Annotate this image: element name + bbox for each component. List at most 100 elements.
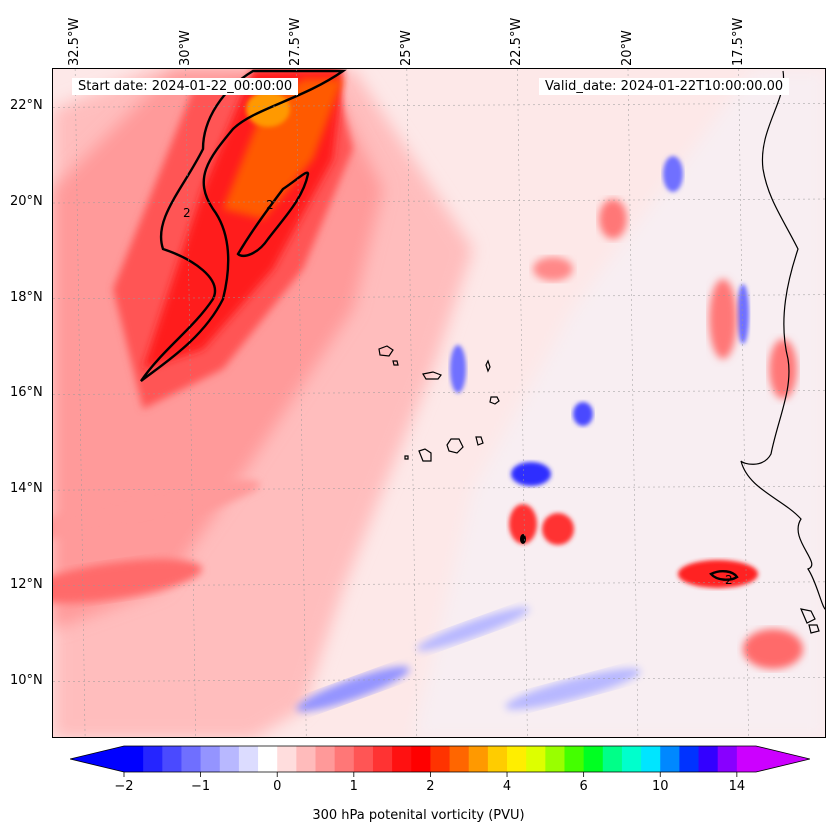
negative-pv-streak	[416, 607, 530, 651]
colorbar-cell	[200, 746, 221, 772]
colorbar-cell	[660, 746, 680, 772]
bijagos-island	[799, 608, 816, 624]
positive-pv-blob	[509, 504, 537, 544]
graticule	[53, 69, 825, 737]
cape-verde-island	[485, 359, 491, 373]
colorbar-cell	[526, 746, 546, 772]
colorbar-cell	[621, 746, 642, 772]
colorbar-cell	[219, 746, 240, 772]
colorbar-label: 300 hPa potenital vorticity (PVU)	[312, 808, 525, 823]
latitude-label: 14°N	[10, 481, 43, 497]
colorbar-cell	[507, 746, 527, 772]
colorbar	[70, 745, 810, 777]
positive-pv-blob	[743, 629, 803, 669]
parallel-line	[53, 103, 825, 108]
colorbar-tick-label: 4	[502, 779, 512, 794]
cape-verde-island	[404, 455, 409, 460]
positive-pv-blob	[599, 199, 627, 239]
meridian-line	[406, 69, 418, 737]
colorbar-cell	[411, 746, 431, 772]
colorbar-cell	[315, 746, 336, 772]
colorbar-tick-label: 0	[273, 779, 282, 794]
negative-pv-blob	[737, 284, 749, 344]
colorbar-tick-label: −2	[114, 779, 134, 794]
longitude-label: 32.5°W	[67, 17, 83, 66]
colorbar-cell	[372, 746, 393, 772]
cape-verde-island	[446, 438, 464, 454]
cape-verde-island	[392, 360, 399, 366]
colorbar-cell	[334, 746, 355, 772]
meridian-line	[627, 69, 639, 737]
colorbar-tick-label: 10	[651, 779, 669, 794]
pv-max-orange	[223, 79, 343, 219]
negative-pv-streak	[296, 666, 410, 712]
colorbar-tick-label: −1	[191, 779, 211, 794]
positive-pv-blob	[678, 560, 758, 588]
colorbar-cell	[717, 746, 738, 772]
colorbar-cell	[430, 746, 451, 772]
colorbar-cell	[296, 746, 317, 772]
colorbar-tick-label: 2	[426, 779, 435, 794]
latitude-label: 12°N	[10, 576, 43, 592]
longitude-label: 25°W	[398, 30, 414, 66]
cape-verde-island	[422, 371, 442, 380]
colorbar-cell	[698, 746, 719, 772]
parallel-line	[53, 581, 825, 587]
start-date-label: Start date: 2024-01-22_00:00:00	[72, 78, 299, 95]
negative-pv-blob	[511, 462, 551, 486]
longitude-label: 20°W	[619, 30, 635, 66]
parallel-line	[53, 677, 825, 682]
pv-2-contour	[709, 569, 739, 581]
colorbar-tick-label: 14	[728, 779, 746, 794]
parallel-line	[53, 294, 825, 299]
colorbar-under-extend	[70, 746, 124, 772]
parallel-line	[53, 485, 825, 491]
pv-streak	[53, 559, 203, 603]
contour-label: 2	[266, 198, 274, 212]
longitude-label: 27.5°W	[288, 17, 304, 66]
negative-pv-blob	[450, 345, 466, 393]
positive-pv-blob	[709, 279, 737, 359]
cape-verde-island	[418, 448, 432, 462]
colorbar-cell	[545, 746, 565, 772]
latitude-label: 22°N	[10, 98, 43, 114]
meridian-line	[517, 69, 528, 737]
contour-label: 2	[183, 206, 191, 220]
pv-field-map: 2 2 2	[53, 69, 825, 737]
colorbar-cell	[181, 746, 202, 772]
colorbar-cell	[449, 746, 470, 772]
longitude-label: 30°W	[177, 30, 193, 66]
longitude-label: 17.5°W	[730, 17, 746, 66]
colorbar-cell	[583, 746, 604, 772]
pv-streak	[53, 479, 261, 539]
positive-pv-blob	[769, 339, 797, 399]
cape-verde-island	[378, 345, 394, 357]
pv-2-contour	[140, 69, 347, 382]
latitude-label: 10°N	[10, 672, 43, 688]
colorbar-cell	[162, 746, 182, 772]
colorbar-tick-label: 6	[579, 779, 588, 794]
parallel-line	[53, 198, 825, 204]
colorbar-cell	[238, 746, 259, 772]
colorbar-cell	[679, 746, 700, 772]
cape-verde-island	[475, 436, 484, 446]
pv-2-contour	[236, 171, 310, 258]
positive-pv-blob	[533, 257, 573, 281]
longitude-label: 22.5°W	[509, 17, 525, 66]
negative-pv-blob	[663, 156, 683, 192]
colorbar-cell	[602, 746, 623, 772]
colorbar-cell	[258, 746, 278, 772]
meridian-line	[185, 69, 196, 737]
colorbar-cell	[564, 746, 585, 772]
meridian-line	[74, 69, 86, 737]
meridian-line	[296, 69, 307, 737]
bijagos-island	[808, 624, 820, 634]
valid-date-label: Valid_date: 2024-01-22T10:00:00.00	[539, 78, 790, 95]
colorbar-cell	[736, 746, 757, 772]
pv-2-contour	[520, 534, 526, 544]
map-panel: 2 2 2	[52, 68, 826, 738]
positive-pv-blob	[542, 513, 574, 545]
colorbar-cell	[277, 746, 297, 772]
colorbar-cell	[392, 746, 412, 772]
colorbar-cell	[124, 746, 144, 772]
